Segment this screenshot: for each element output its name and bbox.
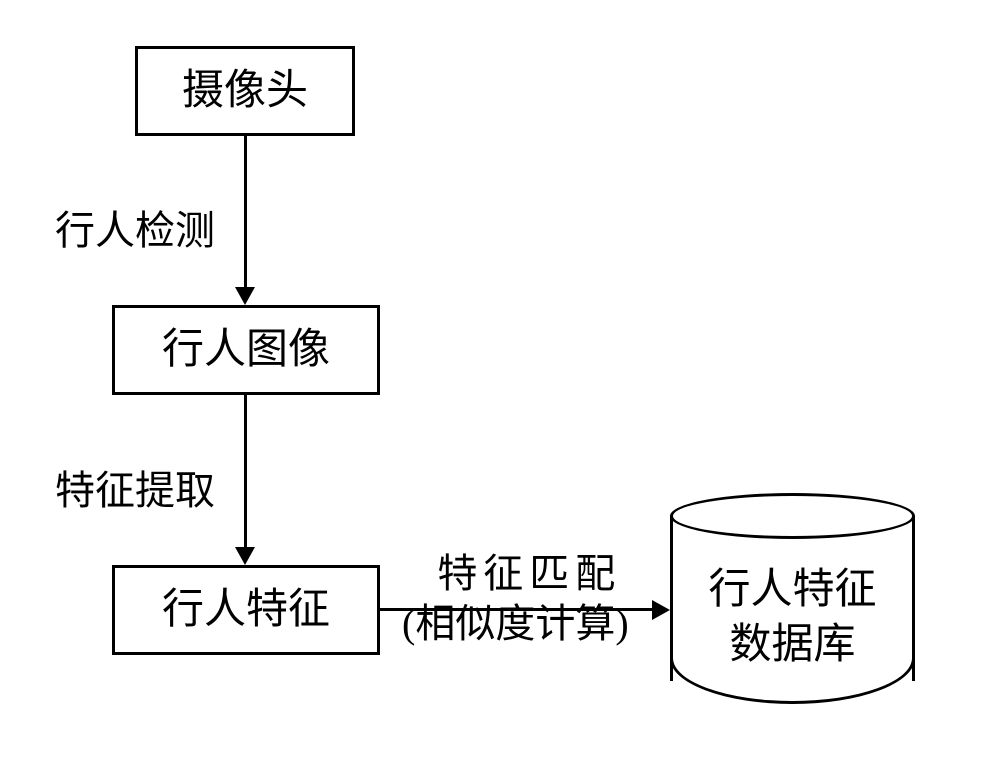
- edge-extraction-label: 特征提取: [55, 458, 215, 516]
- node-pedestrian-image: 行人图像: [112, 305, 380, 395]
- edge-matching-label-line2: (相似度计算): [402, 599, 629, 649]
- node-pedestrian-feature-label: 行人特征: [162, 585, 330, 635]
- edge-matching-arrow: [652, 600, 670, 620]
- edge-extraction-arrow: [235, 547, 255, 565]
- edge-detection-arrow: [235, 287, 255, 305]
- node-camera-label: 摄像头: [182, 66, 308, 116]
- node-database: 行人特征 数据库: [670, 493, 915, 708]
- edge-matching-label: 特征匹配 (相似度计算): [402, 549, 629, 649]
- cylinder-top: [670, 493, 915, 539]
- edge-detection-label: 行人检测: [55, 198, 215, 256]
- node-pedestrian-image-label: 行人图像: [162, 325, 330, 375]
- node-database-label: 行人特征 数据库: [670, 563, 915, 672]
- edge-matching-label-line1: 特征匹配: [402, 549, 629, 599]
- edge-detection-line: [244, 136, 247, 287]
- node-camera: 摄像头: [135, 46, 355, 136]
- node-pedestrian-feature: 行人特征: [112, 565, 380, 655]
- edge-extraction-line: [244, 395, 247, 547]
